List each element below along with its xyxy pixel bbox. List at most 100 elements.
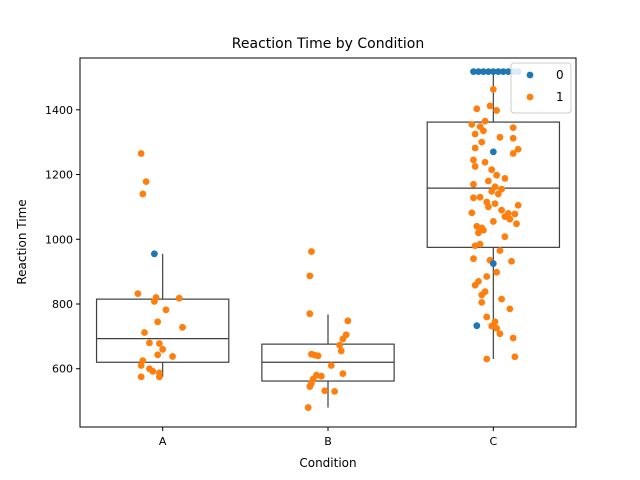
legend-label-0: 0 xyxy=(556,68,564,82)
data-point-series-0 xyxy=(475,68,482,75)
data-point-series-1 xyxy=(483,355,491,363)
data-point-series-1 xyxy=(501,233,509,241)
data-point-series-1 xyxy=(304,404,312,411)
boxplot-A xyxy=(95,253,230,377)
data-point-series-1 xyxy=(337,347,345,355)
data-point-series-1 xyxy=(506,305,514,313)
data-point-series-1 xyxy=(151,298,158,305)
data-point-series-1 xyxy=(501,175,509,182)
data-point-series-1 xyxy=(511,353,519,361)
data-point-series-1 xyxy=(137,373,145,381)
data-point-series-1 xyxy=(308,248,315,255)
data-point-series-1 xyxy=(155,340,163,347)
box-iqr xyxy=(426,121,561,248)
data-point-series-1 xyxy=(134,290,142,298)
data-point-series-1 xyxy=(486,102,494,110)
x-tick-label: B xyxy=(324,435,332,448)
data-point-series-1 xyxy=(139,190,147,198)
data-point-series-1 xyxy=(336,341,343,349)
data-point-series-1 xyxy=(498,185,505,193)
data-point-series-0 xyxy=(473,322,481,330)
data-point-series-1 xyxy=(498,295,505,303)
data-point-series-1 xyxy=(484,203,492,211)
data-point-series-0 xyxy=(484,68,492,75)
data-point-series-1 xyxy=(509,124,517,131)
data-point-series-1 xyxy=(154,351,162,359)
data-point-series-1 xyxy=(508,257,515,265)
y-tick-label: 600 xyxy=(52,363,73,376)
data-point-series-1 xyxy=(471,242,479,250)
data-point-series-1 xyxy=(493,268,501,276)
data-point-series-1 xyxy=(471,163,479,170)
data-point-series-1 xyxy=(155,373,163,381)
data-point-series-1 xyxy=(496,247,504,254)
data-point-series-1 xyxy=(514,201,522,209)
data-point-series-0 xyxy=(499,68,507,75)
data-point-series-1 xyxy=(513,220,520,228)
y-tick-label: 800 xyxy=(52,298,73,311)
data-point-series-1 xyxy=(480,127,487,135)
x-tick-label: A xyxy=(159,435,167,448)
legend-marker-0 xyxy=(526,71,534,79)
data-point-series-1 xyxy=(488,166,496,174)
data-point-series-1 xyxy=(476,193,484,201)
y-tick-label: 1400 xyxy=(45,104,73,117)
data-point-series-1 xyxy=(483,273,491,280)
data-point-series-1 xyxy=(514,145,522,153)
data-point-series-1 xyxy=(137,362,145,369)
data-point-series-1 xyxy=(141,329,148,336)
data-point-series-1 xyxy=(331,387,339,395)
data-point-series-1 xyxy=(327,362,335,369)
data-point-series-1 xyxy=(509,334,517,342)
data-point-series-0 xyxy=(489,68,497,75)
data-point-series-1 xyxy=(506,215,514,223)
data-point-series-1 xyxy=(344,317,352,325)
data-point-series-1 xyxy=(498,206,505,214)
data-point-series-1 xyxy=(468,209,476,217)
data-point-series-1 xyxy=(478,291,486,299)
data-point-series-0 xyxy=(489,260,497,267)
data-point-series-1 xyxy=(496,330,504,338)
points-layer xyxy=(134,68,522,411)
data-point-series-1 xyxy=(179,323,186,331)
data-point-series-1 xyxy=(314,352,322,360)
data-point-series-0 xyxy=(494,68,502,75)
data-point-series-1 xyxy=(481,158,489,166)
data-point-series-1 xyxy=(321,387,329,395)
data-point-series-1 xyxy=(169,353,176,360)
data-point-series-1 xyxy=(306,383,314,390)
legend-marker-1 xyxy=(526,93,534,101)
legend-label-1: 1 xyxy=(556,90,564,104)
data-point-series-1 xyxy=(142,178,150,186)
data-point-series-1 xyxy=(478,138,486,146)
x-tick-label: C xyxy=(489,435,497,448)
data-point-series-1 xyxy=(494,190,502,198)
data-point-series-1 xyxy=(471,281,479,289)
data-point-series-1 xyxy=(509,134,517,142)
data-point-series-1 xyxy=(470,156,477,164)
data-point-series-1 xyxy=(470,194,477,202)
y-tick-label: 1000 xyxy=(45,233,73,246)
y-axis-label: Reaction Time xyxy=(15,199,29,284)
data-point-series-0 xyxy=(480,68,487,75)
data-point-series-1 xyxy=(470,180,477,188)
data-point-series-1 xyxy=(162,306,170,314)
data-point-series-1 xyxy=(489,218,497,225)
data-point-series-1 xyxy=(317,372,325,380)
data-point-series-1 xyxy=(491,200,499,208)
data-point-series-1 xyxy=(483,313,491,321)
data-point-series-1 xyxy=(137,150,145,157)
data-point-series-0 xyxy=(504,68,512,75)
data-point-series-1 xyxy=(470,255,477,263)
y-tick-label: 1200 xyxy=(45,169,73,182)
data-point-series-1 xyxy=(493,171,501,179)
data-point-series-0 xyxy=(489,148,497,156)
data-point-series-0 xyxy=(151,250,158,258)
boxplot-B xyxy=(261,314,395,408)
data-point-series-1 xyxy=(306,272,314,280)
data-point-series-1 xyxy=(493,107,501,114)
data-point-series-1 xyxy=(154,318,162,326)
data-point-series-1 xyxy=(493,324,501,332)
data-point-series-1 xyxy=(339,335,347,343)
